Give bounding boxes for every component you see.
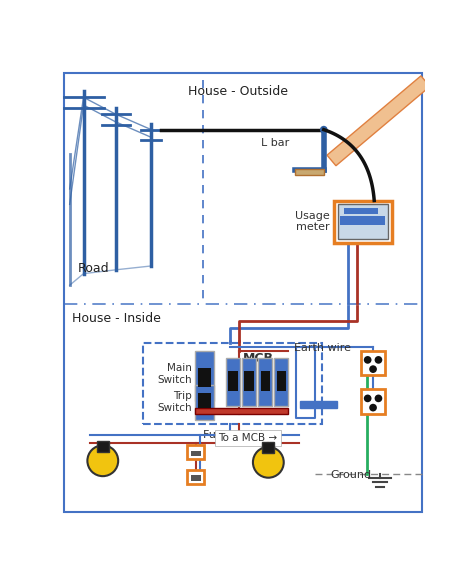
Bar — [337, 204, 388, 239]
Circle shape — [374, 356, 383, 364]
Bar — [228, 371, 237, 391]
Text: House - Outside: House - Outside — [188, 85, 288, 98]
Circle shape — [320, 126, 328, 133]
Circle shape — [369, 365, 377, 373]
Bar — [143, 343, 322, 424]
Bar — [344, 208, 378, 215]
Text: Trip
Switch: Trip Switch — [157, 392, 192, 413]
Bar — [198, 368, 210, 387]
Bar — [242, 358, 256, 406]
Bar — [188, 445, 204, 459]
Bar — [340, 216, 385, 225]
Bar — [274, 358, 288, 406]
Bar — [361, 351, 385, 375]
Bar — [262, 443, 274, 453]
Bar — [245, 371, 254, 391]
Bar — [198, 393, 210, 408]
Text: To a MCB →: To a MCB → — [219, 433, 277, 443]
Circle shape — [364, 356, 372, 364]
Bar — [97, 441, 109, 451]
Bar — [191, 451, 201, 456]
Bar — [261, 371, 270, 391]
Text: Usage
meter: Usage meter — [295, 211, 330, 233]
Bar — [258, 358, 272, 406]
Bar — [188, 470, 204, 484]
Bar — [195, 351, 214, 401]
Bar — [195, 408, 288, 414]
Text: Fuse panel: Fuse panel — [202, 430, 263, 440]
Text: L bar: L bar — [261, 138, 289, 148]
Circle shape — [364, 394, 372, 403]
Text: Main
Switch: Main Switch — [157, 363, 192, 385]
Bar — [334, 201, 392, 243]
Text: Earth wire: Earth wire — [294, 343, 352, 353]
Bar — [277, 371, 286, 391]
Circle shape — [374, 394, 383, 403]
Bar — [300, 401, 337, 408]
Polygon shape — [327, 76, 430, 166]
Bar — [191, 476, 201, 481]
Text: House - Inside: House - Inside — [72, 312, 161, 325]
Circle shape — [369, 404, 377, 411]
Bar — [361, 389, 385, 414]
Bar — [195, 385, 214, 420]
Circle shape — [253, 447, 284, 478]
Bar — [226, 358, 240, 406]
Bar — [294, 169, 324, 175]
Text: Road: Road — [77, 262, 109, 275]
Text: MCB: MCB — [243, 352, 274, 365]
Circle shape — [87, 445, 118, 476]
Text: Ground: Ground — [330, 470, 371, 480]
